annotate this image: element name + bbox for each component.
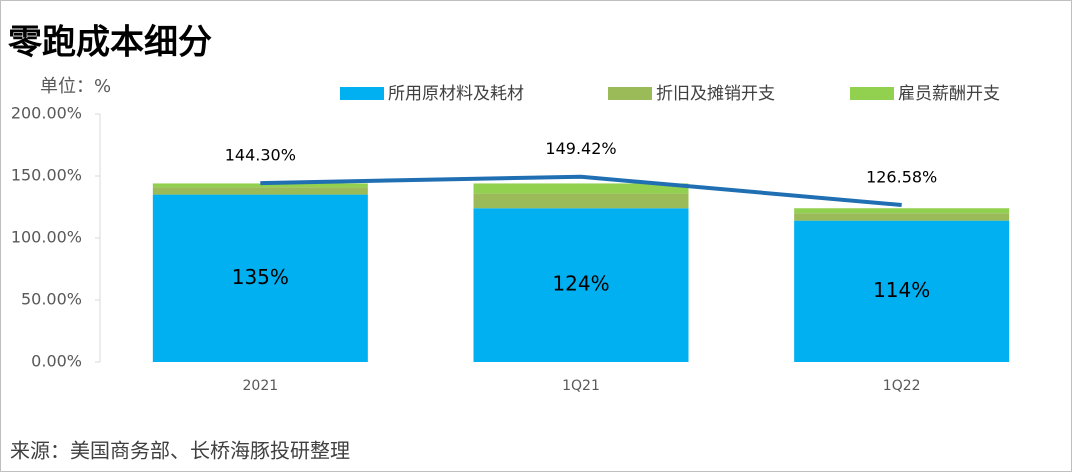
legend-label: 所用原材料及耗材	[388, 84, 524, 104]
bar-segment	[794, 220, 1010, 362]
y-tick-label: 50.00%	[21, 290, 82, 309]
y-tick-label: 200.00%	[11, 104, 82, 123]
bar-label: 114%	[873, 278, 930, 302]
bar-segment	[152, 187, 368, 195]
bar-segment	[794, 213, 1010, 221]
legend-label: 折旧及摊销开支	[656, 84, 775, 104]
legend-swatch	[340, 87, 384, 100]
line	[260, 174, 902, 208]
y-tick-label: 0.00%	[31, 352, 82, 371]
line-label: 149.42%	[545, 139, 616, 158]
bar-segment	[794, 208, 1010, 214]
bar-label: 124%	[552, 272, 609, 296]
bar-label: 135%	[232, 265, 289, 289]
line-label: 144.30%	[225, 146, 296, 165]
y-tick-label: 100.00%	[11, 228, 82, 247]
bar-segment	[152, 194, 368, 362]
bar-segment	[473, 183, 689, 194]
x-tick-label: 1Q22	[883, 378, 921, 394]
legend-swatch	[608, 87, 652, 100]
legend-label: 雇员薪酬开支	[898, 84, 1000, 104]
line-label: 126.58%	[866, 168, 937, 187]
y-tick-label: 150.00%	[11, 166, 82, 185]
x-tick-label: 2021	[243, 378, 279, 394]
unit-label: 单位：%	[40, 76, 111, 97]
bar-segment	[152, 183, 368, 188]
legend-swatch	[850, 87, 894, 100]
source: 来源：美国商务部、长桥海豚投研整理	[10, 439, 350, 463]
bar-segment	[473, 193, 689, 209]
bar-segment	[473, 208, 689, 362]
chart-title: 零跑成本细分	[8, 23, 212, 63]
x-tick-label: 1Q21	[562, 378, 600, 394]
